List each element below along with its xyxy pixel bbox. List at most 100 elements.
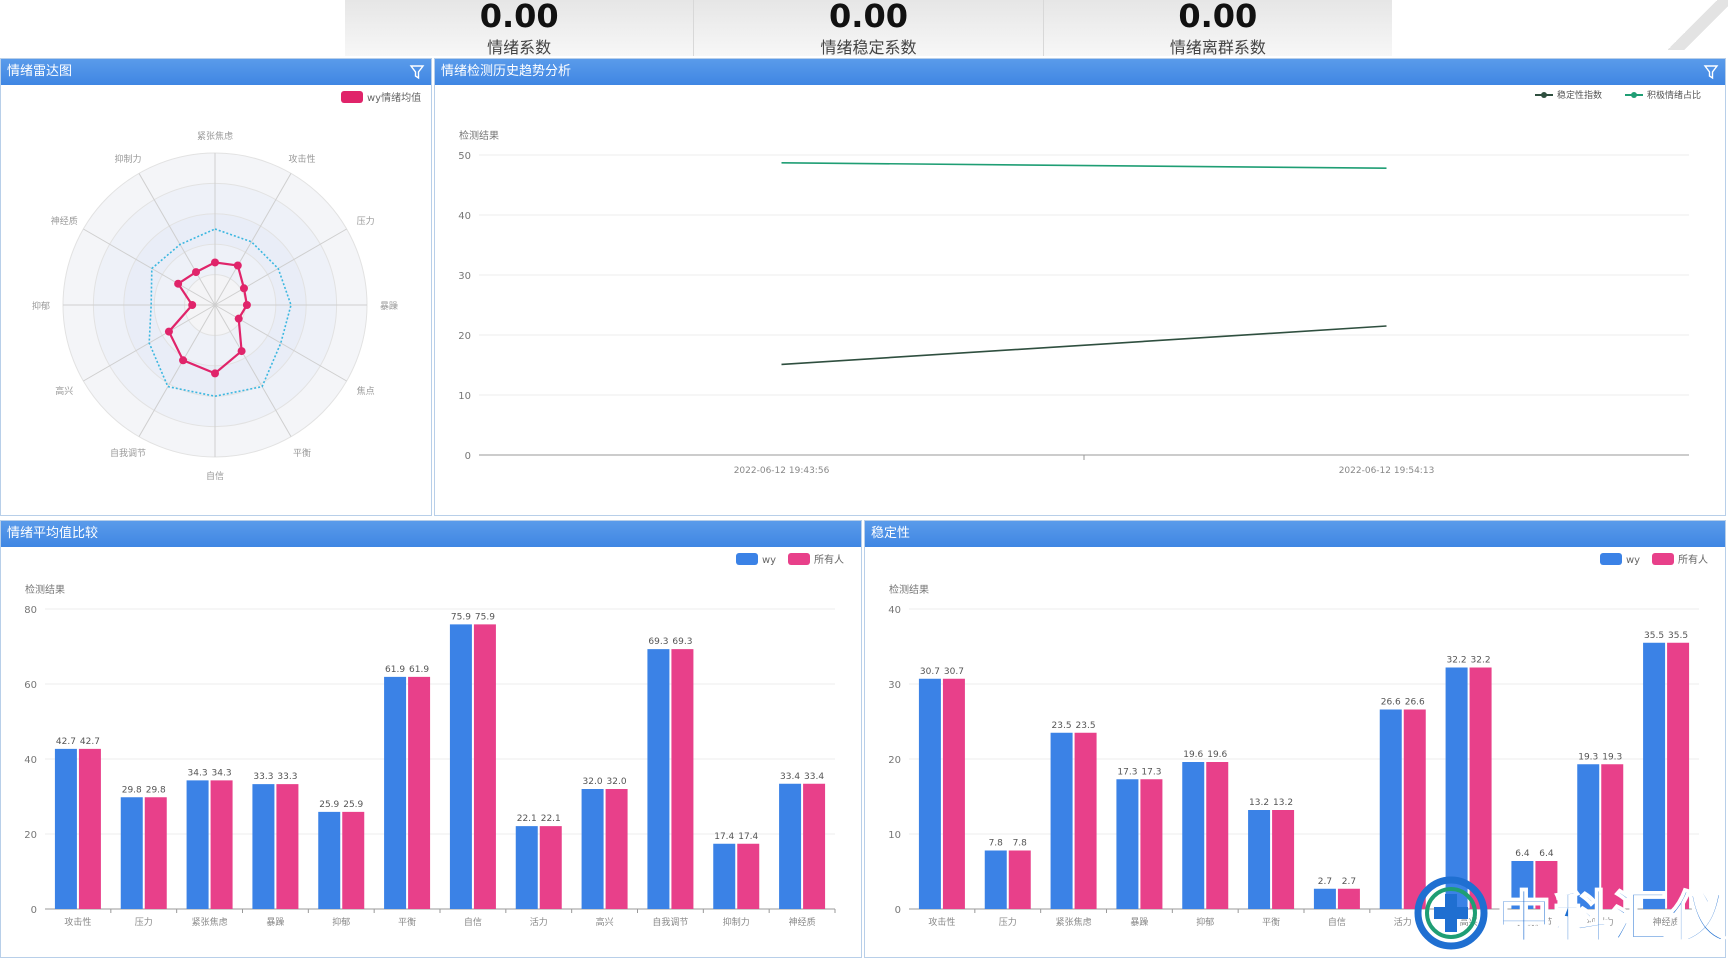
radar-series-cyan	[148, 228, 292, 398]
data-label: 29.8	[122, 785, 142, 795]
y-axis-label: 检测结果	[459, 129, 499, 142]
legend-label: wy	[1626, 555, 1640, 566]
bar-all	[1667, 642, 1690, 909]
bar-wy	[1511, 861, 1534, 909]
radar-point	[237, 347, 246, 356]
x-tick-label: 抑制力	[1587, 916, 1614, 928]
bar-all	[737, 843, 760, 909]
bar-all	[408, 676, 431, 909]
bar-wy	[1116, 779, 1139, 909]
bar-all	[1535, 861, 1558, 909]
bar-wy	[186, 780, 209, 909]
x-tick-label: 平衡	[1262, 916, 1280, 928]
corner-decoration	[1668, 0, 1728, 50]
panel-title: 情绪检测历史趋势分析	[441, 64, 572, 79]
radar-axis-label: 神经质	[51, 215, 78, 227]
data-label: 25.9	[319, 800, 339, 810]
radar-axis-label: 暴躁	[380, 301, 398, 312]
panel-header: 情绪平均值比较	[1, 521, 861, 547]
data-label: 42.7	[80, 737, 100, 747]
panel-title: 情绪平均值比较	[7, 526, 99, 541]
radar-panel: 情绪雷达图 wy情绪均值 紧张焦虑 攻击性 压力 暴躁 焦点 平衡 自信 自我调节 高兴 抑郁 神经质…	[0, 58, 432, 516]
radar-axis-line	[138, 173, 216, 306]
legend-label: wy情绪均值	[367, 91, 421, 104]
legend-label: 所有人	[1678, 553, 1708, 566]
y-tick-label: 40	[24, 755, 37, 766]
legend-label: 稳定性指数	[1557, 89, 1602, 101]
legend-label: wy	[762, 555, 776, 566]
y-tick-label: 10	[458, 391, 471, 402]
radar-point	[239, 284, 248, 293]
y-tick-label: 80	[24, 605, 37, 616]
bar-all	[942, 678, 965, 909]
data-label: 69.3	[672, 637, 692, 647]
y-tick-label: 20	[458, 331, 471, 342]
data-label: 75.9	[451, 612, 471, 622]
panel-header: 稳定性	[865, 521, 1725, 547]
bar-wy	[1050, 732, 1073, 909]
data-label: 32.2	[1447, 656, 1467, 666]
y-axis-label: 检测结果	[25, 583, 65, 596]
y-tick-label: 40	[888, 605, 901, 616]
data-label: 23.5	[1076, 721, 1096, 731]
y-axis-label: 检测结果	[889, 583, 929, 596]
x-tick-label: 神经质	[1653, 916, 1680, 928]
trend-panel: 情绪检测历史趋势分析 稳定性指数 积极情绪占比 检测结果 0 10 20 30 40 50 202…	[434, 58, 1726, 516]
y-tick-label: 0	[31, 905, 37, 916]
radar-point	[179, 356, 188, 365]
bar-all	[1601, 764, 1624, 909]
bar-wy	[1577, 764, 1600, 909]
stat-label: 情绪系数	[487, 38, 552, 57]
x-tick-label: 抑郁	[1196, 916, 1214, 928]
legend-swatch	[341, 91, 363, 103]
filter-icon[interactable]	[1703, 64, 1719, 80]
legend-marker	[1541, 92, 1547, 98]
data-label: 26.6	[1405, 698, 1425, 708]
data-label: 35.5	[1668, 631, 1688, 641]
stat-value: 0.00	[1178, 0, 1258, 35]
data-label: 22.1	[517, 814, 537, 824]
filter-icon[interactable]	[409, 64, 425, 80]
data-label: 25.9	[343, 800, 363, 810]
x-tick-label: 活力	[1394, 916, 1412, 928]
bar-wy	[1379, 709, 1402, 909]
data-label: 19.3	[1602, 752, 1622, 762]
radar-point	[233, 261, 242, 270]
data-label: 2.7	[1318, 877, 1332, 887]
y-tick-label: 10	[888, 830, 901, 841]
x-tick-label: 自信	[464, 916, 482, 928]
legend-swatch	[736, 553, 758, 565]
y-tick-label: 50	[458, 151, 471, 162]
bar-wy	[1182, 762, 1205, 909]
radar-axis-line	[214, 173, 292, 306]
stat-label: 情绪离群系数	[1169, 38, 1266, 57]
x-tick-label: 自信	[1328, 916, 1346, 928]
logo-icon	[1414, 876, 1488, 950]
x-tick-label: 紧张焦虑	[1056, 916, 1092, 928]
top-stats-bar: 0.00 情绪系数 0.00 情绪稳定系数 0.00 情绪离群系数	[345, 0, 1392, 57]
bar-wy	[918, 678, 941, 909]
legend-swatch	[788, 553, 810, 565]
x-tick-label: 高兴	[596, 916, 614, 928]
y-tick-label: 20	[24, 830, 37, 841]
bar-all	[473, 624, 496, 909]
data-label: 33.3	[277, 772, 297, 782]
x-tick-label: 活力	[530, 916, 548, 928]
x-tick-label: 2022-06-12 19:43:56	[734, 466, 830, 476]
data-label: 19.3	[1578, 752, 1598, 762]
x-tick-label: 神经质	[789, 916, 816, 928]
watermark-text: 中科汇仪	[1495, 885, 1728, 952]
stat-label: 情绪稳定系数	[820, 38, 917, 57]
radar-point	[192, 268, 200, 277]
y-tick-label: 20	[888, 755, 901, 766]
data-label: 29.8	[146, 785, 166, 795]
data-label: 17.3	[1141, 767, 1161, 777]
x-tick-label: 紧张焦虑	[192, 916, 228, 928]
data-label: 26.6	[1381, 698, 1401, 708]
bar-all	[144, 797, 167, 909]
data-label: 34.3	[212, 768, 232, 778]
data-label: 35.5	[1644, 631, 1664, 641]
